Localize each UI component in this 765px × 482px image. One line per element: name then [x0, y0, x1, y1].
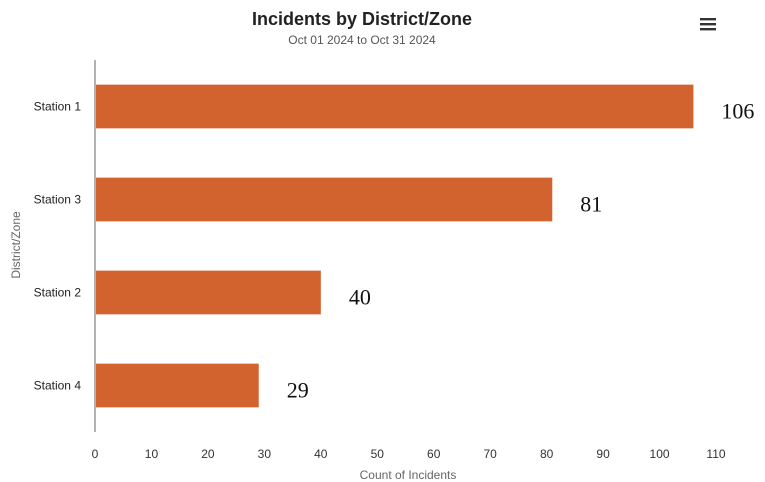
x-tick-label: 0: [92, 447, 99, 461]
x-tick-label: 110: [706, 447, 725, 461]
data-label: 29: [287, 378, 309, 403]
x-tick-label: 50: [371, 447, 385, 461]
data-label: 81: [580, 192, 602, 217]
data-label: 106: [721, 99, 754, 124]
category-label: Station 1: [34, 100, 82, 114]
bar-station-2[interactable]: [96, 270, 321, 315]
chart-subtitle: Oct 01 2024 to Oct 31 2024: [288, 33, 436, 47]
x-tick-label: 60: [427, 447, 441, 461]
x-tick-labels: 0 10 20 30 40 50 60 70 80 90 100 110: [92, 447, 726, 461]
category-label: Station 2: [34, 286, 82, 300]
bars-group: [96, 84, 694, 408]
x-tick-label: 10: [145, 447, 159, 461]
category-label: Station 4: [34, 379, 82, 393]
category-labels: Station 1 Station 3 Station 2 Station 4: [34, 100, 82, 393]
chart-title: Incidents by District/Zone: [252, 9, 472, 29]
x-tick-label: 30: [258, 447, 272, 461]
data-labels: 106 81 40 29: [287, 99, 755, 403]
x-tick-label: 100: [650, 447, 670, 461]
data-label: 40: [349, 285, 371, 310]
bar-station-4[interactable]: [96, 363, 259, 408]
x-axis-title: Count of Incidents: [360, 468, 457, 482]
category-label: Station 3: [34, 193, 82, 207]
bar-station-3[interactable]: [96, 177, 553, 222]
x-tick-label: 80: [540, 447, 554, 461]
hamburger-menu-icon[interactable]: [696, 14, 720, 36]
x-tick-label: 20: [201, 447, 215, 461]
y-axis-title: District/Zone: [9, 211, 23, 279]
x-tick-label: 40: [314, 447, 328, 461]
bar-station-1[interactable]: [96, 84, 694, 129]
x-tick-label: 70: [484, 447, 498, 461]
x-tick-label: 90: [596, 447, 610, 461]
